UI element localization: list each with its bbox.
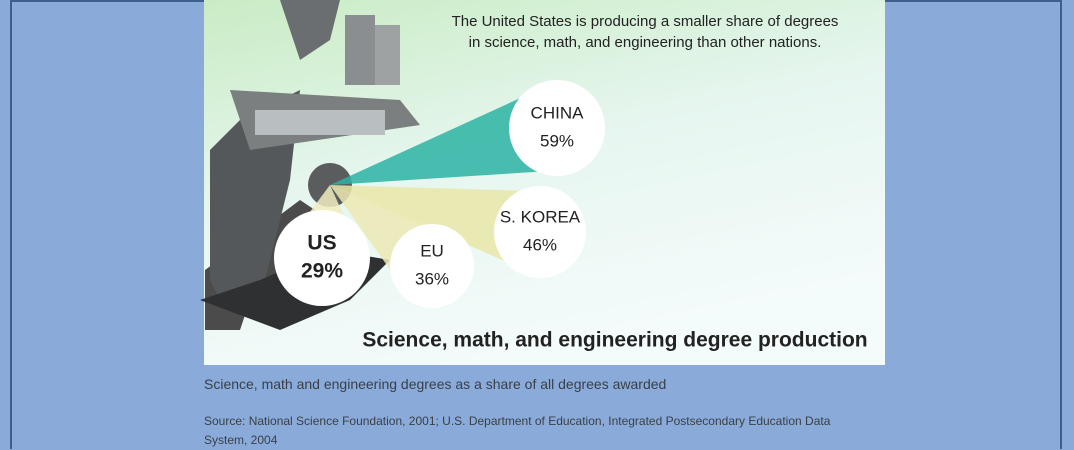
category-label: EU xyxy=(420,241,444,260)
source: Source: National Science Foundation, 200… xyxy=(204,412,864,450)
value-label: 59% xyxy=(540,131,574,150)
chart: The United States is producing a smaller… xyxy=(0,0,1074,370)
category-label: US xyxy=(307,232,336,255)
value-label: 36% xyxy=(415,269,449,288)
bubble xyxy=(390,224,474,308)
bubble xyxy=(274,210,370,306)
bubble xyxy=(509,80,605,176)
bubble xyxy=(494,186,586,278)
value-label: 29% xyxy=(301,260,343,283)
caption: Science, math and engineering degrees as… xyxy=(204,376,666,392)
category-label: S. KOREA xyxy=(500,207,581,226)
category-label: CHINA xyxy=(531,103,585,122)
value-label: 46% xyxy=(523,235,557,254)
chart-title: Science, math, and engineering degree pr… xyxy=(362,329,867,352)
